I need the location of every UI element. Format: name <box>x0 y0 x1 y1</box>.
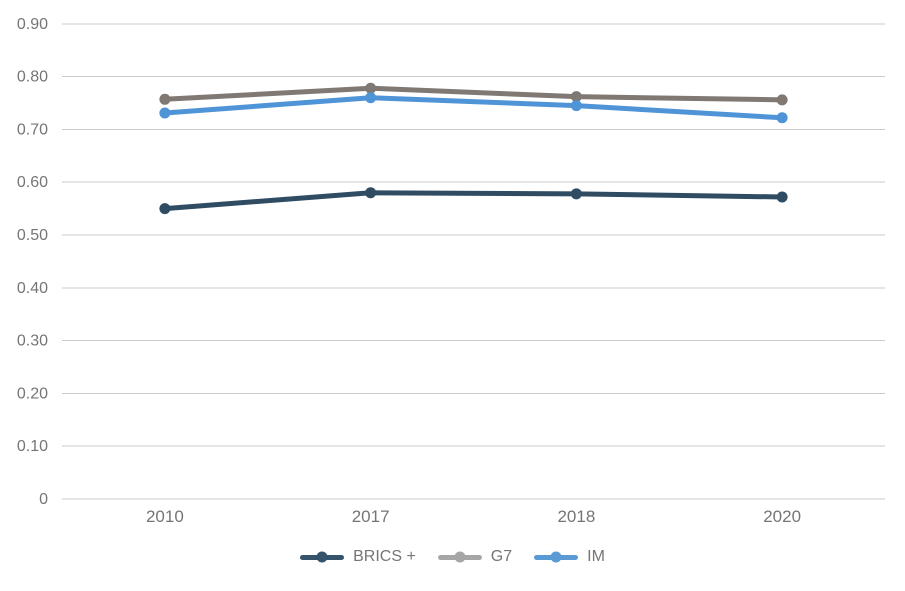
series-line-brics <box>162 190 785 212</box>
data-point-im <box>570 100 582 112</box>
series-line-g7 <box>162 85 785 103</box>
legend-marker-dot-icon <box>316 551 328 563</box>
y-axis-tick-label: 0.80 <box>17 69 48 86</box>
legend-marker-dot-icon <box>454 551 466 563</box>
y-axis-tick-label: 0.50 <box>17 227 48 244</box>
legend-marker-line-icon <box>534 551 579 563</box>
x-axis-tick-label: 2010 <box>146 507 184 526</box>
y-axis-tick-label: 0.40 <box>17 280 48 297</box>
y-axis-tick-label: 0 <box>39 491 48 508</box>
data-point-g7 <box>776 94 788 106</box>
y-axis-tick-label: 0.30 <box>17 333 48 350</box>
data-point-brics <box>365 187 377 199</box>
legend-item-brics: BRICS + <box>300 549 416 565</box>
legend-label-g7: G7 <box>490 548 513 565</box>
x-axis-tick-label: 2017 <box>352 507 390 526</box>
legend-marker-line-icon <box>437 551 482 563</box>
x-axis-tick-label: 2020 <box>763 507 801 526</box>
y-axis-tick-label: 0.90 <box>17 16 48 33</box>
data-point-g7 <box>570 91 582 103</box>
y-axis-tick-label: 0.70 <box>17 121 48 138</box>
chart-legend: BRICS + G7 IM <box>0 544 905 570</box>
y-axis-tick-label: 0.60 <box>17 174 48 191</box>
data-point-g7 <box>159 93 171 105</box>
plot-area: 0.90 0.80 0.70 0.60 0.50 0.40 0.30 0.20 0.10 0 201… <box>17 16 885 526</box>
data-point-g7 <box>365 82 377 94</box>
data-point-im <box>365 92 377 104</box>
y-axis-tick-label: 0.10 <box>17 438 48 455</box>
legend-label-brics: BRICS + <box>353 548 416 565</box>
legend-marker-dot-icon <box>550 551 562 563</box>
legend-marker-line-icon <box>300 551 345 563</box>
legend-item-im: IM <box>534 549 605 565</box>
data-point-brics <box>570 188 582 200</box>
x-axis-tick-label: 2018 <box>557 507 595 526</box>
series-line-im <box>162 95 785 121</box>
legend-label-im: IM <box>587 548 605 565</box>
data-point-brics <box>776 191 788 203</box>
data-point-brics <box>159 203 171 215</box>
legend-item-g7: G7 <box>437 548 513 565</box>
y-axis-tick-label: 0.20 <box>17 385 48 402</box>
data-point-im <box>776 112 788 124</box>
data-point-im <box>159 107 171 119</box>
